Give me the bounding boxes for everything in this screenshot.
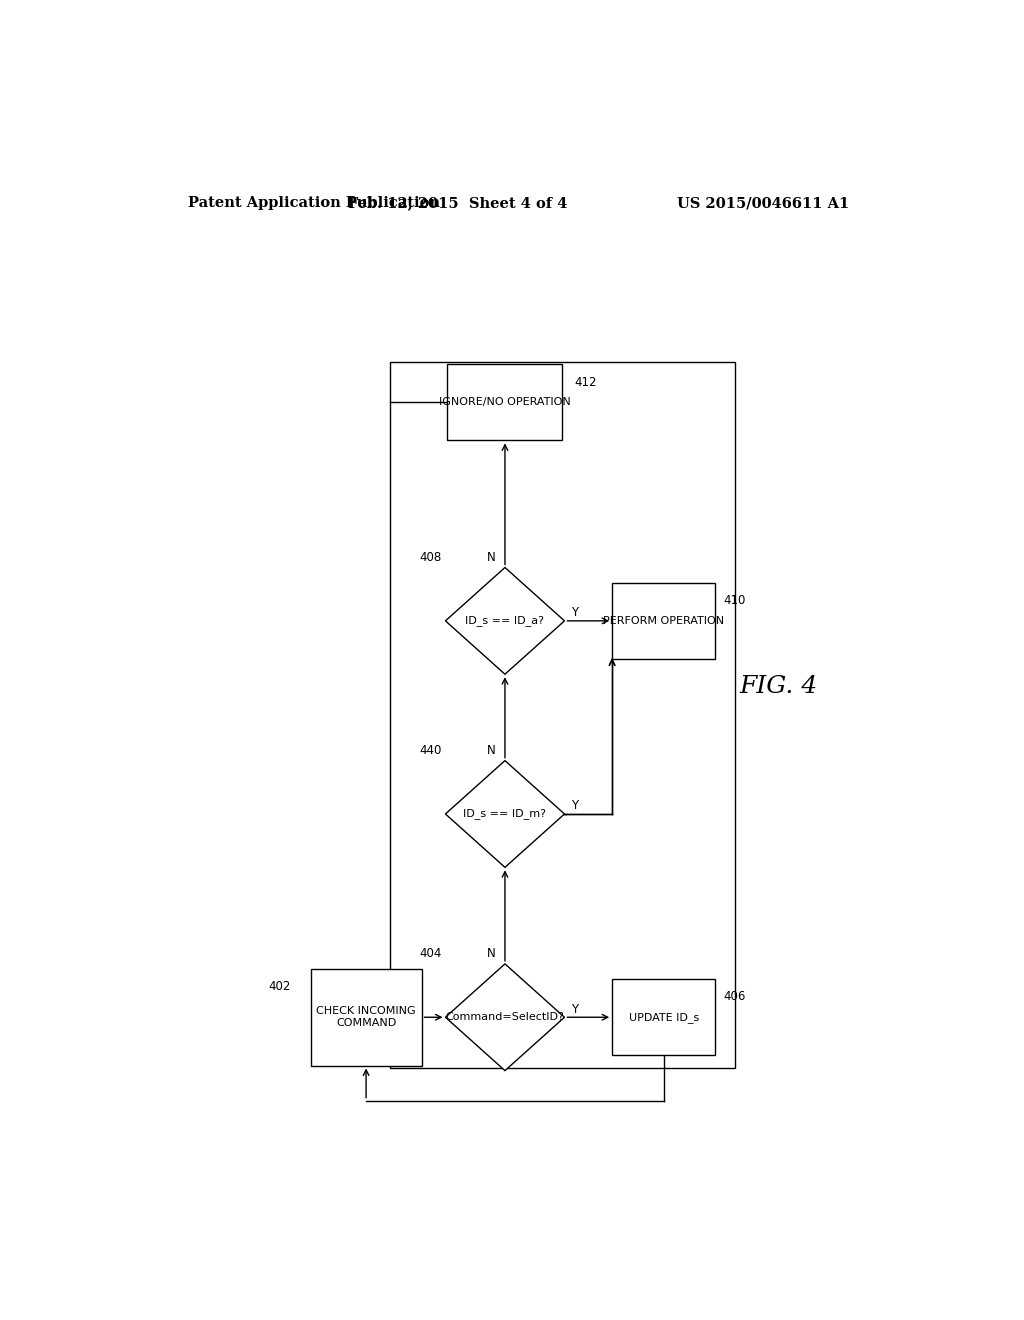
Text: 440: 440 xyxy=(419,744,441,756)
Text: FIG. 4: FIG. 4 xyxy=(739,676,818,698)
FancyBboxPatch shape xyxy=(612,979,716,1056)
Text: N: N xyxy=(486,744,496,756)
Text: Y: Y xyxy=(570,800,578,812)
Text: Feb. 12, 2015  Sheet 4 of 4: Feb. 12, 2015 Sheet 4 of 4 xyxy=(348,197,567,210)
FancyBboxPatch shape xyxy=(447,364,562,441)
Polygon shape xyxy=(445,760,564,867)
FancyBboxPatch shape xyxy=(310,969,422,1065)
Polygon shape xyxy=(445,568,564,675)
Text: Patent Application Publication: Patent Application Publication xyxy=(187,197,439,210)
Text: 408: 408 xyxy=(419,550,441,564)
Text: N: N xyxy=(486,550,496,564)
Polygon shape xyxy=(445,964,564,1071)
Text: Y: Y xyxy=(570,1003,578,1015)
Text: ID_s == ID_m?: ID_s == ID_m? xyxy=(464,809,547,820)
Text: Command=SelectID?: Command=SelectID? xyxy=(445,1012,564,1022)
FancyBboxPatch shape xyxy=(612,582,716,659)
Text: PERFORM OPERATION: PERFORM OPERATION xyxy=(603,616,724,626)
Text: UPDATE ID_s: UPDATE ID_s xyxy=(629,1012,698,1023)
Text: 410: 410 xyxy=(723,594,745,607)
Text: 412: 412 xyxy=(574,375,597,388)
Text: IGNORE/NO OPERATION: IGNORE/NO OPERATION xyxy=(439,397,570,408)
Text: 404: 404 xyxy=(419,948,441,960)
Text: 402: 402 xyxy=(268,981,291,993)
Text: CHECK INCOMING
COMMAND: CHECK INCOMING COMMAND xyxy=(316,1006,416,1028)
Text: US 2015/0046611 A1: US 2015/0046611 A1 xyxy=(677,197,849,210)
Text: Y: Y xyxy=(570,606,578,619)
Text: ID_s == ID_a?: ID_s == ID_a? xyxy=(466,615,545,626)
Text: N: N xyxy=(486,948,496,960)
Text: 406: 406 xyxy=(723,990,745,1003)
